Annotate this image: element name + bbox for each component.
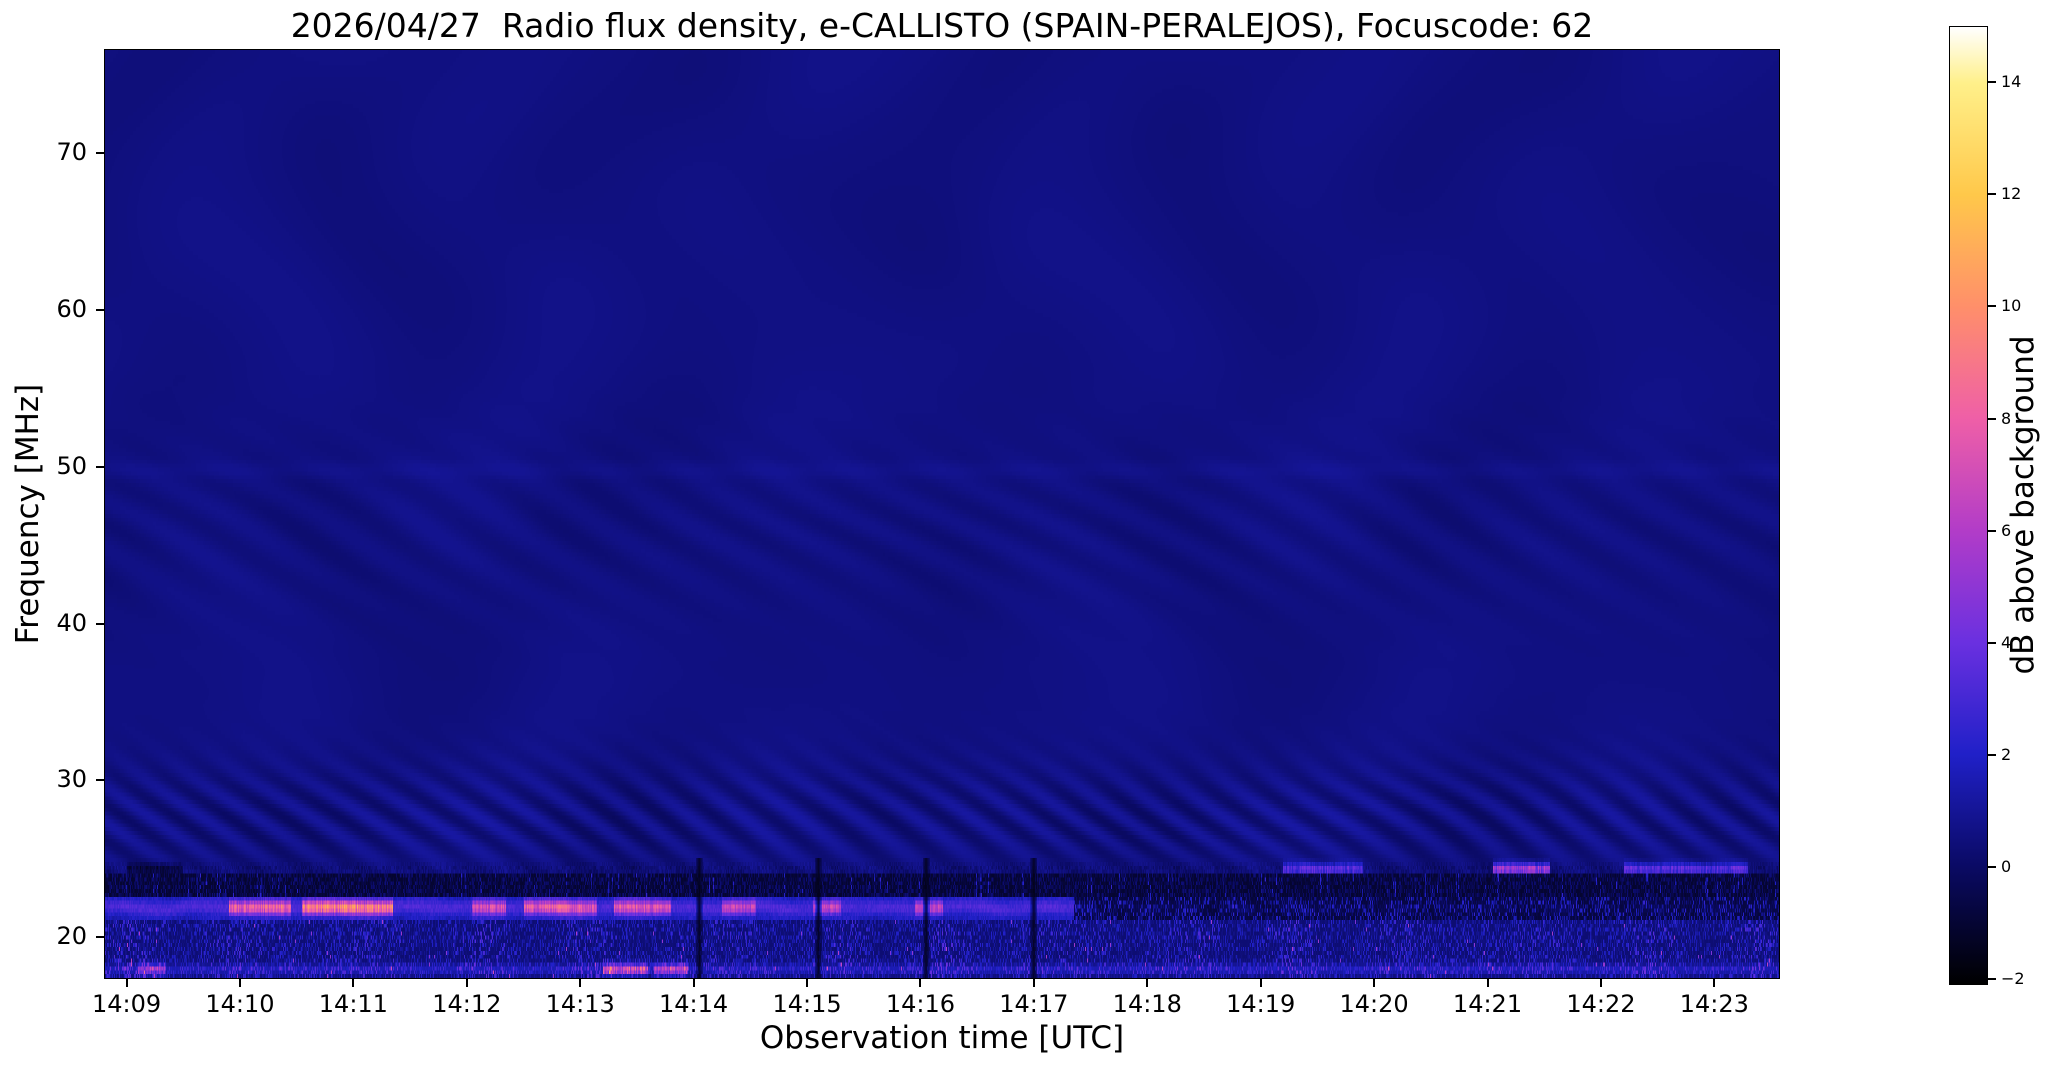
x-tick-label: 14:20 [1339,990,1409,1018]
colorbar-label: dB above background [2005,335,2041,675]
x-tick-label: 14:09 [91,990,162,1018]
chart-title: 2026/04/27 Radio flux density, e-CALLIST… [290,6,1594,45]
y-tick-mark [96,309,105,312]
x-tick-label: 14:22 [1566,990,1636,1018]
x-tick-label: 14:14 [659,990,729,1018]
colorbar-tick-label: 4 [2001,632,2012,652]
y-tick-label: 30 [56,765,87,794]
spectrogram-canvas [105,50,1779,978]
x-tick-mark [465,978,468,987]
y-tick-label: 20 [56,922,87,951]
x-tick-mark [238,978,241,987]
colorbar-tick-label: 6 [2001,520,2012,540]
x-tick-label: 14:19 [1226,990,1296,1018]
colorbar-tick-mark [1988,305,1996,308]
x-tick-mark [692,978,695,987]
x-tick-label: 14:10 [205,990,275,1018]
colorbar-tick-mark [1988,641,1996,644]
colorbar-tick-label: 12 [2001,184,2022,204]
y-tick-mark [96,152,105,155]
x-tick-mark [1259,978,1262,987]
x-tick-mark [352,978,355,987]
x-tick-mark [1032,978,1035,987]
y-tick-label: 70 [56,138,87,167]
colorbar-gradient [1949,26,1988,985]
x-tick-label: 14:11 [318,990,388,1018]
x-tick-mark [1599,978,1602,987]
colorbar-tick-mark [1988,866,1996,869]
y-tick-label: 50 [56,451,87,480]
x-axis-label: Observation time [UTC] [759,1020,1125,1056]
x-tick-mark [919,978,922,987]
spectrogram-plot [104,49,1780,979]
y-tick-mark [96,779,105,782]
colorbar-tick-mark [1988,81,1996,84]
x-tick-mark [1146,978,1149,987]
colorbar-tick-label: 10 [2001,296,2022,316]
x-tick-label: 14:23 [1679,990,1749,1018]
colorbar-tick-label: −2 [2001,969,2025,989]
x-tick-mark [1373,978,1376,987]
y-axis-label: Frequency [MHz] [10,383,46,645]
y-tick-label: 40 [56,608,87,637]
colorbar-tick-mark [1988,754,1996,757]
x-axis-ticks: 14:09 14:10 14:11 14:12 14:13 14:14 14:15 14:16… [92,978,1779,1024]
colorbar-tick-label: 2 [2001,745,2012,765]
colorbar-tick-label: 14 [2001,72,2022,92]
y-tick-mark [96,622,105,625]
colorbar-tick-label: 0 [2001,857,2012,877]
y-tick-label: 60 [56,295,87,324]
colorbar: −2 0 2 4 6 8 10 12 14 dB above background [1949,26,2041,988]
x-tick-mark [579,978,582,987]
x-tick-label: 14:18 [1112,990,1182,1018]
colorbar-tick-mark [1988,193,1996,196]
x-tick-label: 14:16 [885,990,956,1018]
x-tick-label: 14:21 [1452,990,1523,1018]
y-tick-mark [96,936,105,939]
y-tick-mark [96,465,105,468]
x-tick-label: 14:12 [432,990,502,1018]
colorbar-tick-mark [1988,529,1996,532]
colorbar-tick-mark [1988,978,1996,981]
colorbar-tick-mark [1988,417,1996,420]
x-tick-label: 14:17 [999,990,1069,1018]
x-tick-mark [125,978,128,987]
colorbar-tick-label: 8 [2001,408,2012,428]
x-tick-mark [1713,978,1716,987]
x-tick-mark [806,978,809,987]
x-tick-label: 14:15 [772,990,842,1018]
x-tick-mark [1486,978,1489,987]
x-tick-label: 14:13 [545,990,615,1018]
